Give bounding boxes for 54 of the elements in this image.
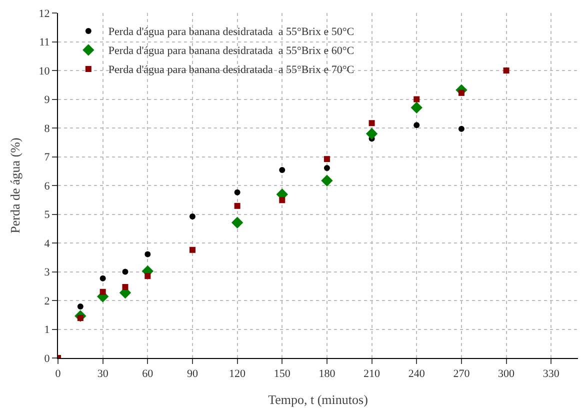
legend-label: Perda d'água para banana desidratada a 55°Brix e 50°C <box>108 26 354 38</box>
y-tick-label: 1 <box>44 324 50 336</box>
y-tick-label: 6 <box>44 180 50 192</box>
point <box>503 68 510 74</box>
point <box>458 126 464 132</box>
x-tick-label: 150 <box>274 368 291 380</box>
x-tick-label: 60 <box>142 368 154 380</box>
y-axis-title: Perda de água (%) <box>8 138 23 234</box>
legend-label: Perda d'água para banana desidratada a 55°Brix e 70°C <box>108 64 354 76</box>
x-tick-label: 120 <box>229 368 246 380</box>
point <box>122 284 128 290</box>
x-tick-label: 90 <box>186 368 198 380</box>
point <box>279 166 286 173</box>
y-tick-label: 2 <box>44 295 50 308</box>
y-tick-label: 12 <box>38 8 50 20</box>
point <box>144 251 151 258</box>
point <box>122 268 128 275</box>
x-tick-label: 0 <box>55 368 62 380</box>
point <box>189 214 196 220</box>
point <box>324 164 330 171</box>
x-tick-label: 180 <box>318 368 336 380</box>
y-tick-label: 9 <box>44 94 50 106</box>
point <box>368 120 375 126</box>
x-tick-label: 300 <box>498 368 516 380</box>
y-tick-label: 5 <box>44 209 50 222</box>
point <box>414 122 420 128</box>
point <box>234 189 240 196</box>
x-tick-label: 210 <box>364 368 381 380</box>
point <box>414 96 420 102</box>
x-tick-label: 240 <box>408 368 426 380</box>
y-tick-label: 10 <box>38 65 50 78</box>
y-tick-label: 3 <box>44 266 50 279</box>
x-tick-label: 30 <box>97 368 109 380</box>
x-axis-title: Tempo, t (minutos) <box>268 392 368 407</box>
point <box>77 304 84 310</box>
point <box>234 202 240 209</box>
point <box>189 246 196 253</box>
legend-label: Perda d'água para banana desidratada a 55°Brix e 60°C <box>108 45 354 58</box>
point <box>100 275 106 282</box>
y-tick-label: 11 <box>39 36 50 49</box>
point <box>366 128 378 140</box>
x-tick-label: 270 <box>453 368 470 380</box>
point <box>231 216 244 228</box>
y-tick-label: 7 <box>44 152 50 164</box>
y-tick-label: 4 <box>44 238 50 250</box>
y-tick-label: 8 <box>44 122 50 135</box>
x-tick-label: 330 <box>542 368 560 380</box>
y-tick-label: 0 <box>44 352 50 365</box>
point <box>144 273 151 280</box>
point <box>324 156 330 162</box>
point <box>279 197 286 204</box>
point <box>100 288 106 295</box>
point <box>321 174 333 186</box>
point <box>410 102 422 114</box>
